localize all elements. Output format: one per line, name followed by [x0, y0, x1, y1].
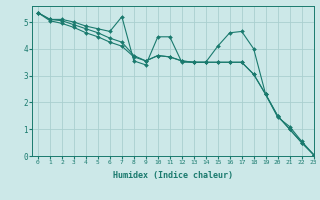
X-axis label: Humidex (Indice chaleur): Humidex (Indice chaleur) — [113, 171, 233, 180]
